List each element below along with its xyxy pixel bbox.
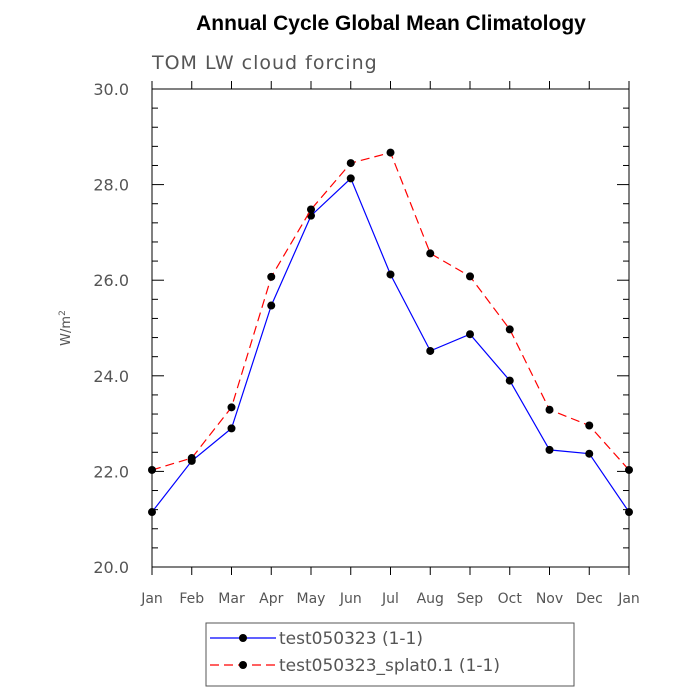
data-point (346, 174, 355, 183)
y-axis-label-sup: 2 (58, 310, 68, 316)
data-point (545, 405, 554, 414)
x-tick-label: Aug (417, 591, 444, 607)
x-tick-label: Apr (259, 591, 283, 607)
y-axis-label-main: W/m (59, 316, 74, 346)
y-axis-label: W/m2 (58, 310, 74, 346)
data-point (227, 403, 236, 412)
x-tick-label: Jan (140, 591, 163, 607)
y-tick-labels: 20.0 22.0 24.0 26.0 28.0 30.0 (93, 80, 129, 577)
data-point (426, 346, 435, 355)
data-point (585, 421, 594, 430)
chart-subtitle: TOM LW cloud forcing (151, 52, 378, 74)
series-line (151, 177, 630, 513)
series-line (151, 151, 630, 471)
legend-marker (239, 634, 247, 642)
data-point (505, 325, 514, 334)
data-point (346, 159, 355, 168)
data-point (307, 205, 315, 214)
data-point (227, 424, 236, 433)
data-point (426, 249, 435, 258)
data-point (267, 301, 276, 310)
legend-label: test050323 (1-1) (279, 629, 423, 649)
data-point (585, 449, 594, 458)
data-point (466, 330, 474, 339)
y-tick-label: 30.0 (93, 80, 129, 99)
x-tick-label: Dec (576, 591, 603, 607)
legend-marker (239, 661, 247, 669)
legend-item: test050323_splat0.1 (1-1) (210, 656, 500, 676)
x-tick-label: Mar (218, 591, 245, 607)
data-point (545, 445, 554, 454)
series-layer (148, 148, 633, 517)
y-tick-label: 24.0 (93, 367, 129, 386)
data-point (267, 272, 276, 281)
x-tick-label: Feb (179, 591, 204, 607)
x-tick-label: Sep (457, 591, 484, 607)
x-tick-label: Jan (617, 591, 640, 607)
x-tick-label: Jul (381, 591, 399, 607)
series-2 (148, 148, 633, 474)
legend-item: test050323 (1-1) (210, 629, 423, 649)
data-point (386, 148, 395, 157)
x-tick-label: Nov (536, 591, 563, 607)
y-tick-label: 22.0 (93, 462, 129, 481)
y-tick-label: 20.0 (93, 558, 129, 577)
data-point (187, 454, 196, 463)
legend-label: test050323_splat0.1 (1-1) (279, 656, 500, 676)
legend: test050323 (1-1) test050323_splat0.1 (1-1… (205, 622, 575, 687)
plot-frame (151, 88, 630, 568)
data-point (505, 376, 514, 385)
data-point (466, 272, 474, 281)
x-tick-label: May (297, 591, 326, 607)
x-tick-label: Jun (339, 591, 362, 607)
legend-items: test050323 (1-1) test050323_splat0.1 (1-1… (210, 629, 500, 676)
series-1 (148, 174, 633, 517)
x-tick-labels: Jan Feb Mar Apr May Jun Jul Aug Sep Oct Nov Dec Jan (140, 591, 640, 607)
data-point (386, 270, 395, 279)
y-tick-label: 28.0 (93, 176, 129, 195)
chart-title: Annual Cycle Global Mean Climatology (196, 12, 586, 35)
legend-box (205, 622, 575, 687)
y-tick-label: 26.0 (93, 271, 129, 290)
x-tick-label: Oct (498, 591, 523, 607)
